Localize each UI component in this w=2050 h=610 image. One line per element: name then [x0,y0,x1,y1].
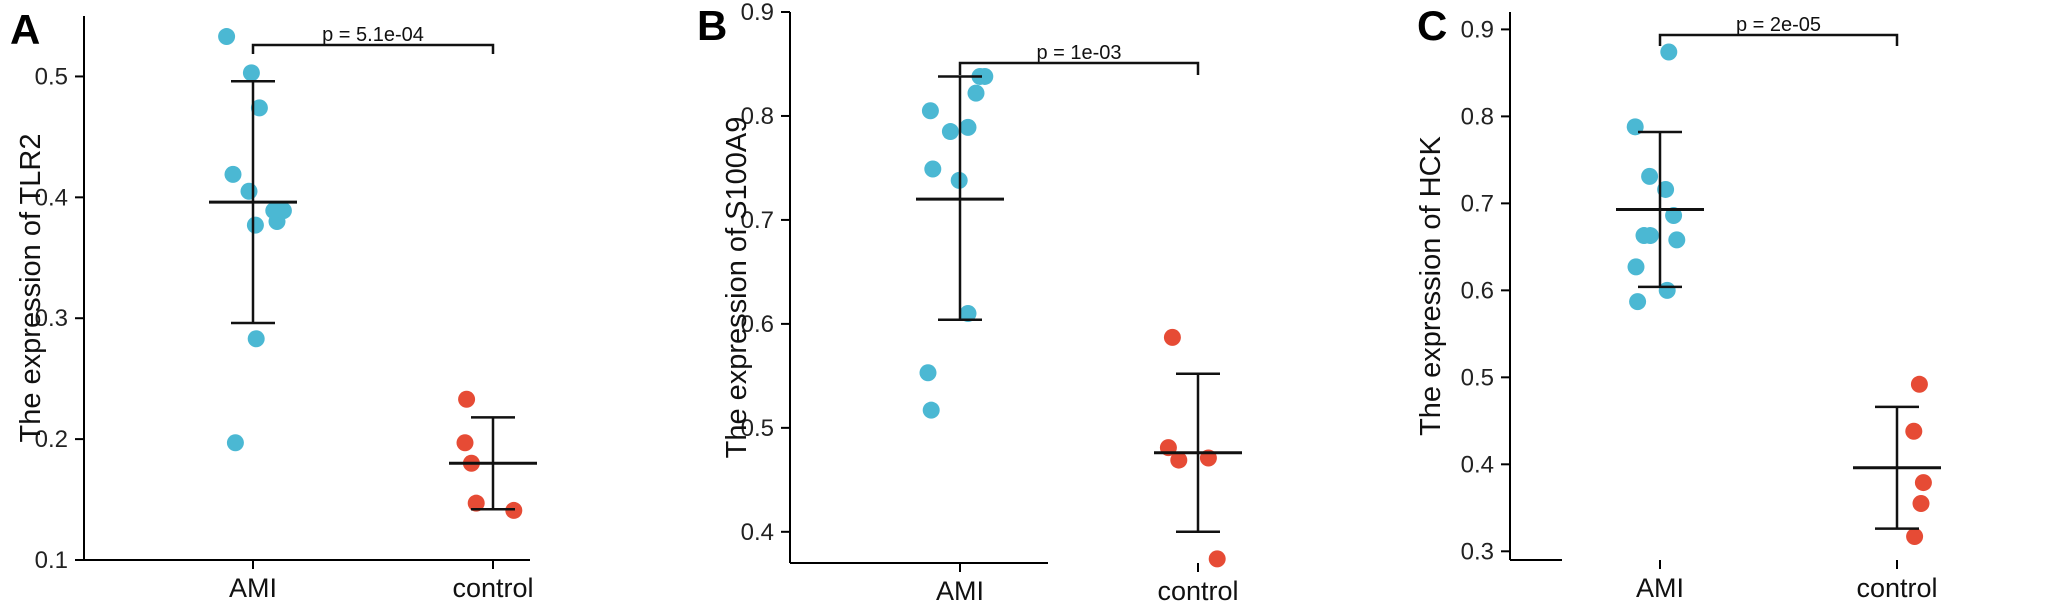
y-axis-title: The expression of HCK [1415,135,1447,435]
data-point-ami [250,99,268,117]
data-point-ami [247,330,265,348]
panel-c: C 0.3 0.4 0.5 0.6 0.7 0.8 0.9 AMI control The expr… [1415,2,1941,603]
data-point-ami [1635,227,1653,245]
data-point-control [458,390,476,408]
data-point-ami [919,364,937,382]
y-tick-label: 0.5 [35,63,68,90]
data-point-ami [922,401,940,419]
panel-a: A 0.1 0.2 0.3 0.4 0.5 AMI control The expression… [10,6,537,603]
significance-bracket [1658,33,1899,46]
y-tick-label: 0.5 [1461,364,1494,391]
significance-bracket [958,61,1200,75]
p-value-label: p = 1e-03 [1036,42,1121,64]
y-tick-label: 0.4 [35,184,68,211]
y-tick-label: 0.9 [741,0,774,26]
data-point-ami [218,28,236,46]
data-point-control [1906,528,1924,546]
data-point-ami [242,64,260,82]
data-point-control [1208,550,1226,568]
data-point-control [1914,474,1932,492]
y-tick-label: 0.4 [741,519,774,546]
data-point-ami [976,67,994,85]
y-axis-title: The expression of S100A9 [721,117,753,459]
y-tick-label: 0.1 [35,547,68,574]
data-point-ami [921,102,939,120]
y-tick-label: 0.5 [741,415,774,442]
data-point-control [1912,494,1930,512]
data-point-ami [1665,207,1683,225]
significance-bracket [251,43,495,54]
p-value-label: p = 2e-05 [1736,14,1821,36]
panel-letter: B [697,2,727,49]
y-tick-label: 0.7 [741,207,774,234]
x-tick-label: AMI [229,573,277,603]
data-point-ami [274,202,292,220]
data-point-ami [226,434,244,452]
data-point-ami [224,165,242,183]
data-point-ami [1668,231,1686,249]
p-value-label: p = 5.1e-04 [322,24,424,46]
panel-b: B 0.4 0.5 0.6 0.7 0.8 0.9 AMI control The express… [697,0,1242,606]
y-tick-label: 0.6 [1461,277,1494,304]
data-point-ami [959,118,977,136]
y-axis-title: The expression of TLR2 [15,134,47,443]
data-point-ami [1660,43,1678,61]
data-point-control [1170,451,1188,469]
y-tick-label: 0.2 [35,426,68,453]
data-point-ami [240,182,258,200]
data-point-ami [1641,167,1659,185]
data-point-ami [246,216,264,234]
data-point-ami [967,84,985,102]
x-tick-label: control [1157,576,1238,606]
panel-letter: A [10,6,40,53]
data-point-ami [1657,180,1675,198]
data-point-control [1905,422,1923,440]
x-tick-label: control [1856,573,1937,603]
y-tick-label: 0.3 [35,305,68,332]
data-point-control [1910,375,1928,393]
x-tick-label: AMI [936,576,984,606]
data-point-control [456,434,474,452]
x-tick-label: control [452,573,533,603]
x-tick-label: AMI [1636,573,1684,603]
data-point-ami [924,160,942,178]
panel-letter: C [1417,2,1447,49]
y-tick-label: 0.4 [1461,451,1494,478]
y-tick-label: 0.9 [1461,16,1494,43]
data-point-ami [1629,293,1647,311]
data-point-ami [941,123,959,141]
data-point-control [467,494,485,512]
y-tick-label: 0.3 [1461,538,1494,565]
data-point-ami [959,304,977,322]
data-point-ami [1627,258,1645,276]
y-tick-label: 0.7 [1461,190,1494,217]
y-tick-label: 0.6 [741,311,774,338]
y-tick-label: 0.8 [741,103,774,130]
y-tick-label: 0.8 [1461,103,1494,130]
data-point-control [1163,328,1181,346]
